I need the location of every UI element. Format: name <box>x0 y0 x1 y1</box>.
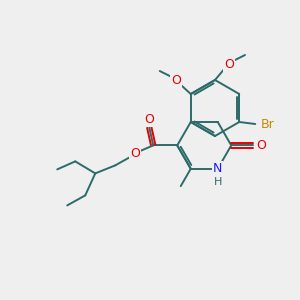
Text: O: O <box>256 139 266 152</box>
Text: O: O <box>171 74 181 86</box>
Text: H: H <box>214 177 222 187</box>
Text: O: O <box>224 58 234 70</box>
Text: O: O <box>130 147 140 160</box>
Text: N: N <box>213 162 222 175</box>
Text: O: O <box>144 113 154 126</box>
Text: Br: Br <box>260 118 274 130</box>
